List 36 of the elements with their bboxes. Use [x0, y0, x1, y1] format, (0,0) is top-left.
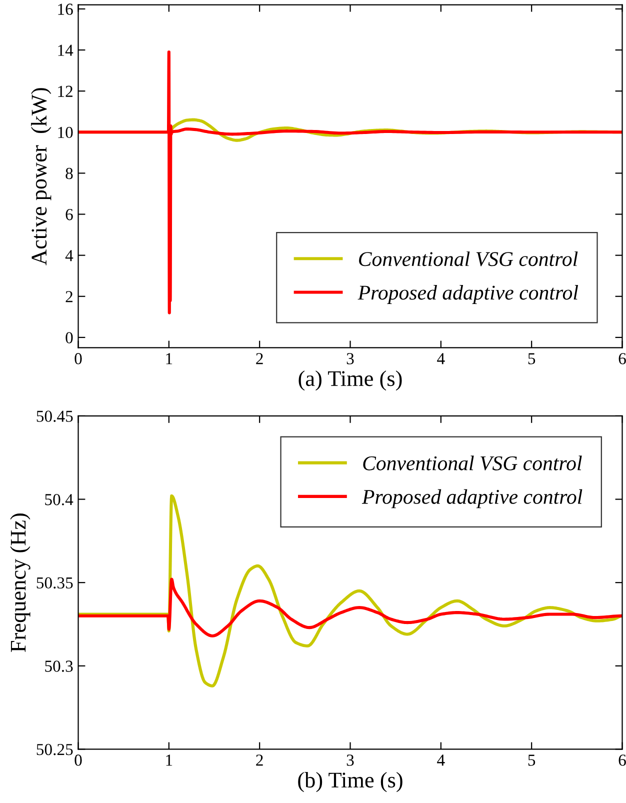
x-tick-label: 4	[437, 754, 445, 766]
legend-label: Conventional VSG control	[359, 251, 578, 266]
y-tick-label: 16	[58, 4, 73, 15]
x-tick-label: 4	[437, 353, 445, 364]
legend-label: Conventional VSG control	[363, 456, 582, 470]
x-tick-label: 1	[166, 754, 172, 766]
y-tick-label: 50.35	[36, 577, 73, 589]
y-tick-label: 8	[66, 168, 73, 180]
legend-label: Proposed adaptive control	[358, 285, 578, 304]
x-tick-label: 1	[166, 353, 172, 364]
y-tick-label: 50.4	[45, 494, 74, 506]
y-axis-title: Frequency (Hz)	[10, 514, 30, 652]
y-tick-label: 10	[58, 126, 73, 138]
x-axis-title: (a) Time (s)	[298, 370, 402, 391]
x-tick-label: 0	[74, 754, 82, 766]
x-tick-label: 2	[256, 754, 263, 766]
x-tick-label: 5	[528, 353, 536, 364]
x-axis-title: (b) Time (s)	[298, 772, 402, 792]
y-tick-label: 50.45	[36, 410, 73, 422]
x-tick-label: 3	[346, 353, 354, 364]
y-tick-label: 14	[58, 44, 74, 56]
y-tick-label: 4	[65, 250, 74, 262]
x-tick-label: 6	[618, 754, 626, 766]
x-tick-label: 0	[74, 353, 82, 364]
y-tick-label: 6	[66, 208, 73, 220]
x-tick-label: 5	[528, 754, 536, 766]
x-tick-label: 3	[346, 754, 354, 766]
y-tick-label: 50.25	[36, 744, 73, 756]
x-tick-label: 6	[618, 353, 626, 364]
y-tick-label: 0	[66, 332, 73, 344]
legend-label: Proposed adaptive control	[362, 489, 582, 508]
y-tick-label: 50.3	[45, 660, 73, 672]
y-axis-title: Active power (kW)	[31, 88, 52, 266]
y-tick-label: 12	[58, 86, 72, 97]
y-tick-label: 2	[66, 291, 72, 302]
x-tick-label: 2	[256, 353, 263, 364]
